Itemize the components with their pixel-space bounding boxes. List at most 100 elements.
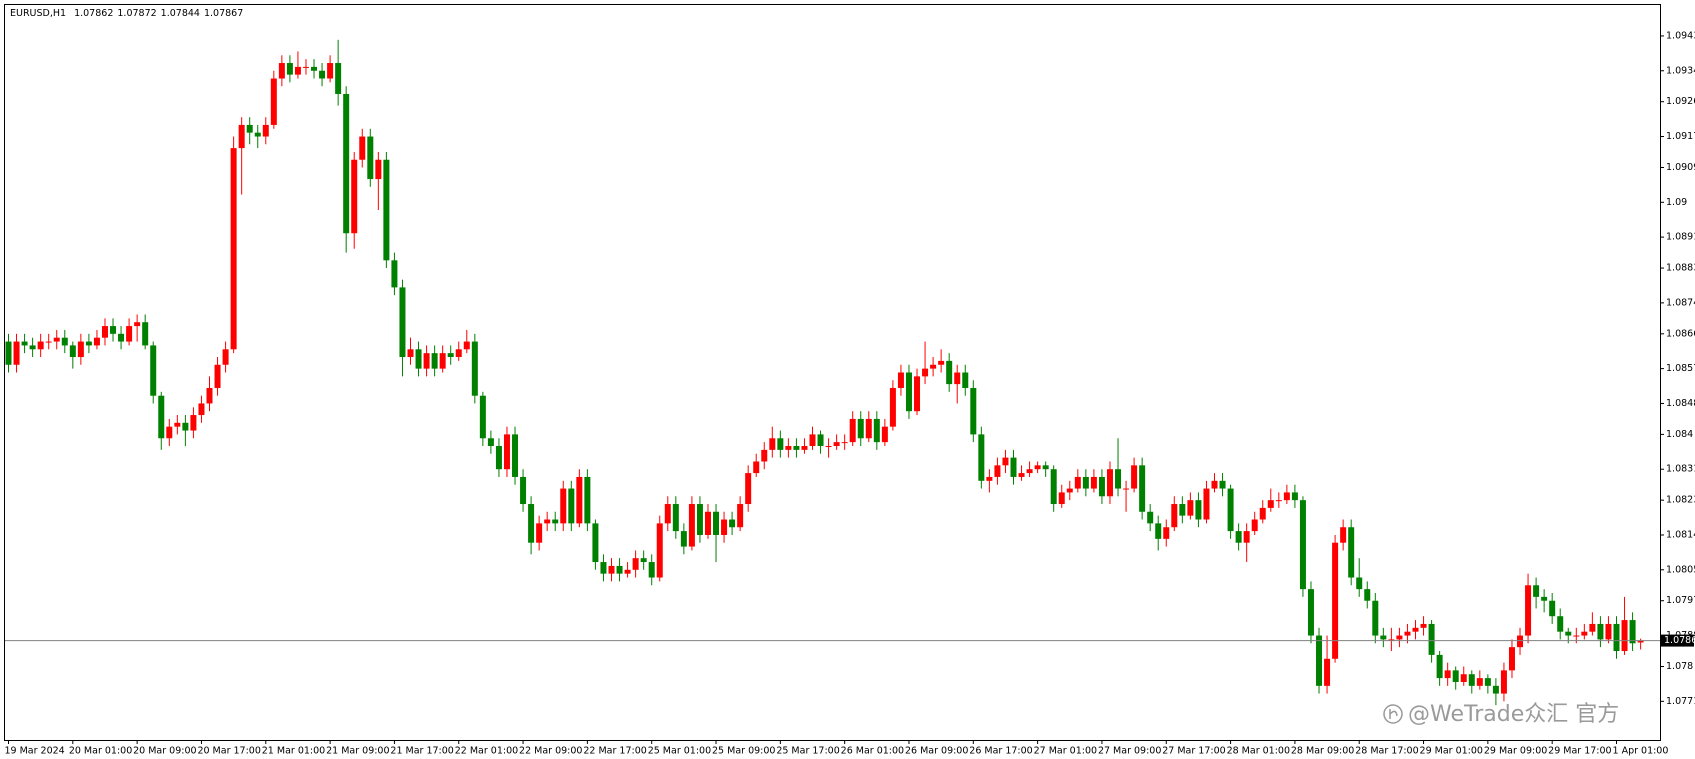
candle-body: [1597, 623, 1604, 640]
y-tick-label: 1.0943: [1666, 30, 1695, 41]
candle-body: [1115, 469, 1122, 489]
y-tick-label: 1.0823: [1666, 495, 1695, 506]
candle-body: [294, 66, 301, 75]
candle-body: [970, 387, 977, 435]
candle-body: [487, 438, 494, 446]
candle-body: [1291, 492, 1298, 501]
candle-body: [1460, 674, 1467, 682]
candle-body: [849, 418, 856, 443]
y-tick-label: 1.0926: [1666, 96, 1695, 107]
y-tick-label: 1.09: [1666, 197, 1687, 208]
candle-body: [1267, 500, 1274, 508]
candle-body: [1171, 504, 1178, 528]
candle-body: [914, 376, 921, 412]
candle-body: [407, 349, 414, 358]
candle-body: [696, 504, 703, 535]
candle-body: [1283, 492, 1290, 501]
candle-body: [721, 519, 728, 535]
candle-body: [785, 446, 792, 450]
candle-body: [1364, 589, 1371, 601]
x-tick-label: 22 Mar 01:00: [455, 746, 518, 757]
candle-body: [632, 558, 639, 570]
x-tick-label: 21 Mar 01:00: [262, 746, 325, 757]
candle-body: [1420, 623, 1427, 628]
candle-body: [680, 531, 687, 547]
candle-body: [881, 426, 888, 443]
candle-body: [21, 341, 28, 346]
candle-body: [1243, 531, 1250, 543]
candle-body: [1163, 527, 1170, 539]
candle-body: [118, 333, 125, 342]
y-tick-label: 1.0805: [1666, 564, 1695, 575]
candle-body: [1380, 635, 1387, 640]
candle-body: [1324, 658, 1331, 686]
candle-body: [1139, 465, 1146, 512]
candle-body: [1074, 476, 1081, 489]
candle-body: [753, 461, 760, 474]
candle-body: [1621, 620, 1628, 652]
candle-body: [1508, 647, 1515, 671]
candle-body: [495, 446, 502, 470]
candle-body: [865, 418, 872, 439]
candle-body: [986, 476, 993, 481]
candle-body: [214, 364, 221, 388]
candle-body: [624, 569, 631, 574]
candle-body: [455, 349, 462, 358]
candle-body: [1533, 585, 1540, 597]
candle-body: [278, 63, 285, 79]
candle-body: [367, 136, 374, 180]
candle-body: [1348, 527, 1355, 578]
candle-body: [198, 403, 205, 416]
bid-label: 1.0786: [1664, 635, 1695, 646]
candle-body: [1235, 531, 1242, 543]
candle-body: [857, 418, 864, 439]
candle-body: [688, 504, 695, 547]
candle-body: [897, 372, 904, 388]
candle-body: [809, 434, 816, 446]
x-tick-label: 29 Mar 17:00: [1548, 746, 1611, 757]
watermark-logo: [1383, 704, 1403, 724]
candle-body: [1187, 500, 1194, 516]
candle-body: [246, 124, 253, 133]
candle-body: [1034, 465, 1041, 470]
x-tick-label: 21 Mar 17:00: [390, 746, 453, 757]
candle-body: [1219, 480, 1226, 489]
candle-body: [1629, 620, 1636, 644]
candle-body: [1082, 476, 1089, 489]
candle-body: [77, 341, 84, 358]
candle-body: [922, 368, 929, 377]
candle-body: [1299, 500, 1306, 590]
candle-body: [327, 63, 334, 79]
candle-body: [1565, 631, 1572, 636]
candle-body: [1050, 469, 1057, 505]
candle-body: [142, 322, 149, 346]
candle-body: [1195, 500, 1202, 520]
candle-body: [825, 446, 832, 447]
header: EURUSD,H1 1.07862 1.07872 1.07844 1.07867: [10, 8, 243, 19]
x-tick-label: 27 Mar 09:00: [1098, 746, 1161, 757]
candle-body: [536, 523, 543, 543]
candle-body: [1517, 635, 1524, 648]
candle-body: [447, 353, 454, 358]
candle-body: [1428, 623, 1435, 655]
candle-body: [962, 372, 969, 388]
candle-body: [946, 360, 953, 385]
candle-body: [1316, 635, 1323, 686]
candle-body: [286, 63, 293, 75]
candle-body: [1259, 507, 1266, 520]
candle-body: [302, 66, 309, 68]
candle-body: [592, 523, 599, 563]
x-tick-label: 28 Mar 17:00: [1355, 746, 1418, 757]
candle-body: [905, 372, 912, 412]
candle-body: [375, 159, 382, 180]
candle-body: [729, 519, 736, 528]
y-tick-label: 1.0857: [1666, 363, 1695, 374]
candle-body: [512, 434, 519, 477]
x-tick-label: 20 Mar 09:00: [133, 746, 196, 757]
x-tick-label: 28 Mar 09:00: [1291, 746, 1354, 757]
y-tick-label: 1.0814: [1666, 529, 1695, 540]
candle-body: [439, 353, 446, 369]
y-tick-label: 1.078: [1666, 661, 1693, 672]
candle-body: [29, 345, 36, 350]
candle-body: [793, 446, 800, 450]
